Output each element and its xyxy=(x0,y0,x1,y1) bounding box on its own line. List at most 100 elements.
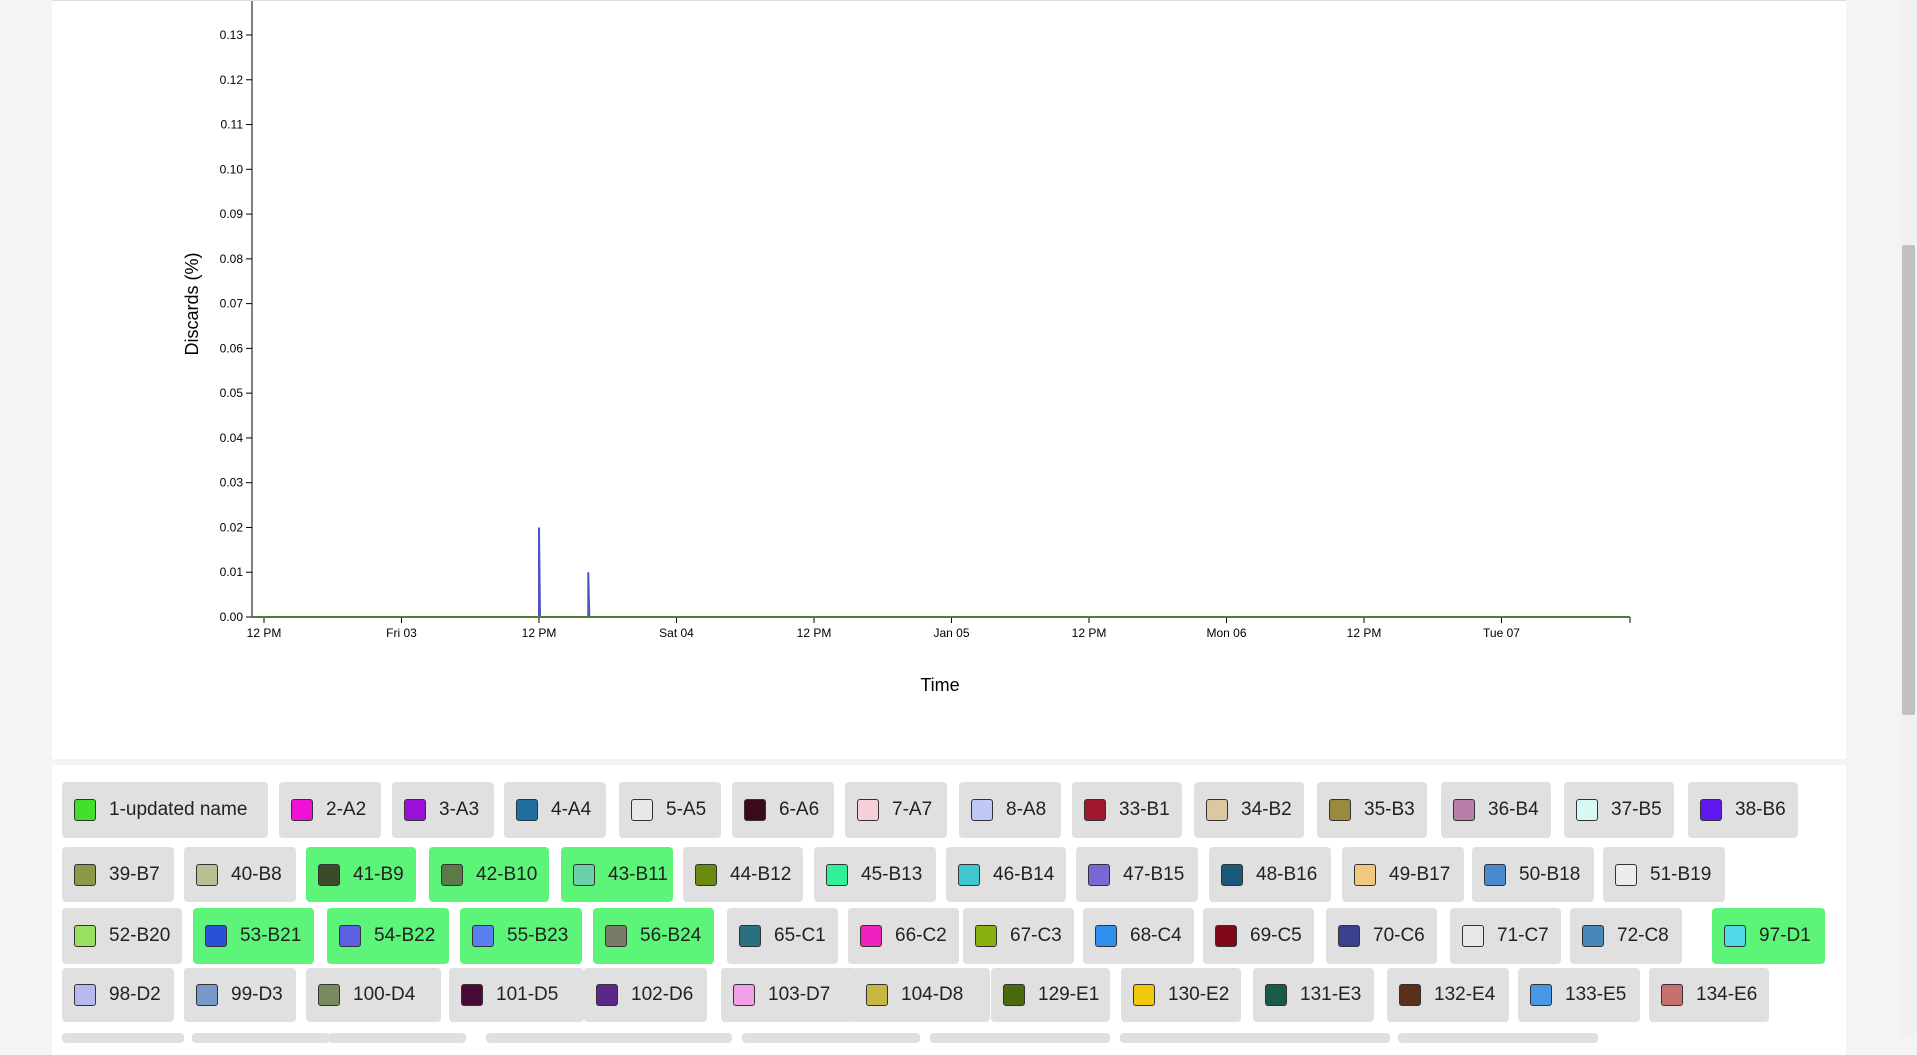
legend-label: 44-B12 xyxy=(730,863,792,885)
legend-label: 133-E5 xyxy=(1565,984,1627,1005)
legend-item[interactable]: 45-B13 xyxy=(814,847,936,902)
legend-item[interactable]: 54-B22 xyxy=(327,908,449,964)
legend-label: 54-B22 xyxy=(374,925,436,946)
legend-item[interactable]: 2-A2 xyxy=(279,782,381,838)
legend-swatch xyxy=(958,863,980,886)
legend-label: 70-C6 xyxy=(1373,925,1425,946)
legend-item-partial[interactable] xyxy=(1120,1033,1390,1043)
legend-swatch xyxy=(1615,863,1637,886)
legend-item[interactable]: 35-B3 xyxy=(1317,782,1427,838)
legend-item[interactable]: 134-E6 xyxy=(1649,968,1769,1022)
legend-panel: 1-updated name 2-A2 3-A3 4-A4 5-A5 6-A6 7-A7 8-… xyxy=(52,765,1846,1055)
legend-item[interactable]: 49-B17 xyxy=(1342,847,1464,902)
legend-swatch xyxy=(1329,799,1351,821)
legend-item[interactable]: 40-B8 xyxy=(184,847,296,902)
legend-item-partial[interactable] xyxy=(328,1033,466,1043)
legend-item[interactable]: 69-C5 xyxy=(1203,908,1314,964)
legend-swatch xyxy=(1661,984,1683,1006)
legend-label: 99-D3 xyxy=(231,984,283,1005)
legend-swatch xyxy=(695,863,717,886)
legend-label: 67-C3 xyxy=(1010,925,1062,946)
legend-label: 53-B21 xyxy=(240,925,302,946)
legend-item[interactable]: 55-B23 xyxy=(460,908,582,964)
legend-item[interactable]: 37-B5 xyxy=(1564,782,1674,838)
legend-label: 33-B1 xyxy=(1119,799,1170,820)
legend-item[interactable]: 50-B18 xyxy=(1472,847,1594,902)
legend-item[interactable]: 103-D7 xyxy=(721,968,857,1022)
y-tick-label: 0.04 xyxy=(220,431,244,445)
legend-item[interactable]: 39-B7 xyxy=(62,847,174,902)
y-tick-label: 0.00 xyxy=(220,610,244,624)
legend-item[interactable]: 67-C3 xyxy=(963,908,1074,964)
legend-item[interactable]: 68-C4 xyxy=(1083,908,1194,964)
legend-item[interactable]: 101-D5 xyxy=(449,968,584,1022)
legend-label: 101-D5 xyxy=(496,984,559,1005)
legend-item[interactable]: 3-A3 xyxy=(392,782,494,838)
legend-label: 98-D2 xyxy=(109,984,161,1005)
legend-item[interactable]: 133-E5 xyxy=(1518,968,1640,1022)
y-tick-label: 0.13 xyxy=(220,28,244,42)
legend-item[interactable]: 132-E4 xyxy=(1387,968,1509,1022)
legend-item-partial[interactable] xyxy=(486,1033,732,1043)
y-axis-title: Discards (%) xyxy=(182,252,202,355)
legend-item[interactable]: 41-B9 xyxy=(306,847,416,902)
legend-swatch xyxy=(605,925,627,947)
legend-item[interactable]: 48-B16 xyxy=(1209,847,1331,902)
legend-label: 56-B24 xyxy=(640,925,702,946)
legend-item[interactable]: 42-B10 xyxy=(429,847,549,902)
legend-item[interactable]: 71-C7 xyxy=(1450,908,1561,964)
legend-item[interactable]: 34-B2 xyxy=(1194,782,1304,838)
legend-item[interactable]: 36-B4 xyxy=(1441,782,1551,838)
discards-chart: 0.00 0.01 0.02 0.03 0.04 0.05 0.06 0.07 0.08 0.09… xyxy=(182,1,1631,695)
legend-item[interactable]: 51-B19 xyxy=(1603,847,1725,902)
y-tick-label: 0.11 xyxy=(221,118,244,132)
legend-swatch xyxy=(404,799,426,821)
legend-label: 130-E2 xyxy=(1168,984,1230,1005)
legend-item[interactable]: 100-D4 xyxy=(306,968,441,1022)
legend-label: 36-B4 xyxy=(1488,799,1539,820)
legend-item[interactable]: 43-B11 xyxy=(561,847,673,902)
legend-item[interactable]: 56-B24 xyxy=(593,908,714,964)
legend-item[interactable]: 1-updated name xyxy=(62,782,268,838)
legend-item[interactable]: 104-D8 xyxy=(854,968,990,1022)
legend-item[interactable]: 97-D1 xyxy=(1712,908,1825,964)
legend-item[interactable]: 46-B14 xyxy=(946,847,1066,902)
legend-label: 43-B11 xyxy=(608,863,668,885)
legend-item-partial[interactable] xyxy=(742,1033,920,1043)
legend-item[interactable]: 65-C1 xyxy=(727,908,838,964)
legend-item[interactable]: 38-B6 xyxy=(1688,782,1798,838)
legend-item[interactable]: 33-B1 xyxy=(1072,782,1182,838)
legend-swatch xyxy=(74,925,96,947)
legend-item-partial[interactable] xyxy=(930,1033,1110,1043)
legend-item-partial[interactable] xyxy=(1398,1033,1598,1043)
legend-label: 46-B14 xyxy=(993,863,1055,885)
legend-item[interactable]: 8-A8 xyxy=(959,782,1061,838)
legend-item[interactable]: 44-B12 xyxy=(683,847,803,902)
legend-item[interactable]: 6-A6 xyxy=(732,782,834,838)
legend-item[interactable]: 131-E3 xyxy=(1253,968,1374,1022)
legend-item-partial[interactable] xyxy=(192,1033,330,1043)
legend-swatch xyxy=(596,984,618,1006)
legend-item[interactable]: 98-D2 xyxy=(62,968,174,1022)
x-tick-label: 12 PM xyxy=(1072,626,1107,640)
legend-item[interactable]: 52-B20 xyxy=(62,908,182,964)
legend-label: 40-B8 xyxy=(231,863,282,885)
x-tick-label: Sat 04 xyxy=(659,626,694,640)
legend-item[interactable]: 129-E1 xyxy=(991,968,1110,1022)
legend-item[interactable]: 102-D6 xyxy=(584,968,707,1022)
legend-item[interactable]: 99-D3 xyxy=(184,968,296,1022)
legend-item-partial[interactable] xyxy=(62,1033,184,1043)
legend-item[interactable]: 4-A4 xyxy=(504,782,606,838)
legend-item[interactable]: 72-C8 xyxy=(1570,908,1682,964)
legend-item[interactable]: 53-B21 xyxy=(193,908,314,964)
legend-item[interactable]: 130-E2 xyxy=(1121,968,1241,1022)
y-tick-label: 0.01 xyxy=(220,565,244,579)
legend-item[interactable]: 5-A5 xyxy=(619,782,721,838)
legend-label: 72-C8 xyxy=(1617,925,1669,946)
legend-item[interactable]: 66-C2 xyxy=(848,908,959,964)
legend-item[interactable]: 70-C6 xyxy=(1326,908,1437,964)
legend-item[interactable]: 7-A7 xyxy=(845,782,947,838)
legend-item[interactable]: 47-B15 xyxy=(1076,847,1198,902)
legend-swatch xyxy=(196,863,218,886)
scrollbar-thumb[interactable] xyxy=(1902,245,1915,715)
